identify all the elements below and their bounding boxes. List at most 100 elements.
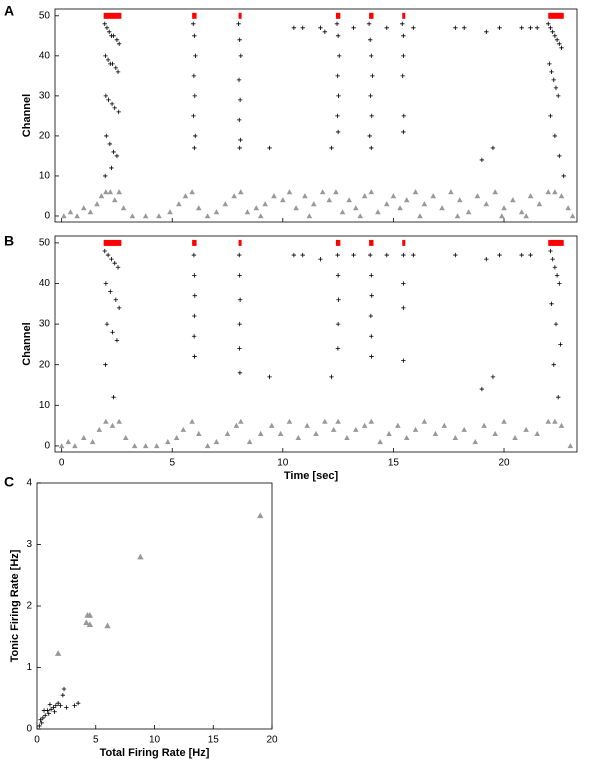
spike-marker [237, 37, 242, 43]
triangle-marker [335, 418, 341, 424]
spike-marker [104, 133, 109, 139]
spike-marker [55, 700, 61, 706]
spike-marker [548, 25, 553, 31]
triangle-marker [474, 193, 481, 199]
spike-marker [237, 321, 242, 327]
triangle-marker [412, 426, 419, 432]
spike-marker [367, 252, 373, 258]
spike-marker [549, 69, 554, 75]
spike-marker [103, 362, 108, 367]
triangle-marker [512, 434, 518, 441]
spike-marker [191, 334, 197, 339]
spike-marker [106, 29, 112, 35]
spike-marker [453, 252, 458, 258]
triangle-marker [552, 418, 558, 424]
spike-marker [401, 33, 406, 39]
x-tick-label: 20 [498, 458, 510, 469]
triangle-marker [286, 418, 293, 424]
spike-marker [401, 252, 406, 258]
spike-marker [193, 133, 198, 139]
triangle-marker [129, 213, 136, 219]
triangle-marker [361, 193, 368, 199]
x-tick-label: 10 [149, 735, 161, 746]
triangle-marker [286, 189, 293, 195]
spike-marker [61, 686, 67, 692]
y-axis-label: Channel [21, 322, 33, 365]
spike-marker [114, 153, 120, 159]
triangle-marker [167, 209, 173, 215]
spike-marker [38, 717, 43, 722]
y-tick-label: 40 [39, 50, 51, 61]
spike-marker [497, 252, 502, 258]
y-tick-label: 1 [26, 662, 32, 673]
burst-bar [335, 12, 341, 19]
spike-marker [490, 145, 496, 151]
spike-marker [112, 105, 117, 111]
spike-marker [102, 21, 107, 27]
triangle-marker [412, 189, 419, 195]
triangle-marker [319, 189, 326, 195]
spike-marker [335, 129, 341, 135]
triangle-marker [302, 193, 308, 199]
spike-marker [103, 173, 108, 179]
spike-marker [111, 149, 116, 155]
spike-marker [411, 25, 416, 31]
triangle-marker [353, 205, 359, 211]
spike-marker [116, 109, 121, 115]
spike-marker [551, 77, 556, 83]
spike-marker [300, 25, 305, 31]
triangle-marker [271, 193, 277, 199]
spike-marker [114, 37, 120, 43]
triangle-marker [565, 205, 571, 211]
spike-marker [557, 41, 562, 47]
x-axis-label: Time [sec] [284, 470, 339, 482]
spike-marker [237, 346, 242, 351]
triangle-marker [103, 418, 109, 424]
spike-marker [547, 61, 552, 67]
spike-marker [559, 45, 564, 51]
y-tick-label: 40 [39, 278, 51, 289]
spike-marker [109, 101, 115, 107]
triangle-marker [397, 205, 403, 211]
triangle-marker [86, 621, 94, 628]
spike-marker [267, 145, 272, 151]
spike-marker [369, 334, 374, 339]
spike-marker [237, 252, 242, 258]
x-tick-label: 0 [59, 458, 65, 469]
triangle-marker [439, 205, 445, 211]
triangle-marker [461, 426, 467, 432]
triangle-marker [432, 430, 439, 436]
triangle-marker [120, 205, 127, 211]
spike-marker [484, 29, 489, 35]
triangle-marker [395, 422, 401, 428]
triangle-marker [277, 430, 284, 436]
plot-frame [54, 8, 578, 223]
spike-marker [192, 33, 197, 39]
spike-marker [461, 25, 467, 31]
spike-marker [558, 342, 563, 347]
spike-marker [368, 93, 373, 99]
spike-marker [369, 293, 374, 298]
spike-marker [401, 113, 407, 119]
spike-marker [105, 252, 111, 258]
spike-marker [75, 700, 81, 706]
triangle-marker [558, 193, 565, 199]
spike-marker [60, 692, 66, 698]
x-tick-label: 15 [388, 458, 400, 469]
spike-marker [48, 707, 54, 712]
spike-marker [401, 305, 406, 311]
triangle-marker [213, 439, 220, 445]
spike-marker [236, 21, 241, 27]
spike-marker [192, 273, 197, 278]
triangle-marker [403, 434, 410, 441]
triangle-marker [176, 201, 182, 207]
spike-marker [51, 705, 56, 710]
spike-marker [366, 21, 372, 27]
spike-marker [237, 145, 242, 151]
x-tick-label: 10 [277, 458, 289, 469]
spike-marker [237, 370, 243, 376]
spike-marker [236, 77, 242, 83]
spike-marker [369, 53, 374, 59]
y-tick-label: 4 [26, 478, 32, 489]
